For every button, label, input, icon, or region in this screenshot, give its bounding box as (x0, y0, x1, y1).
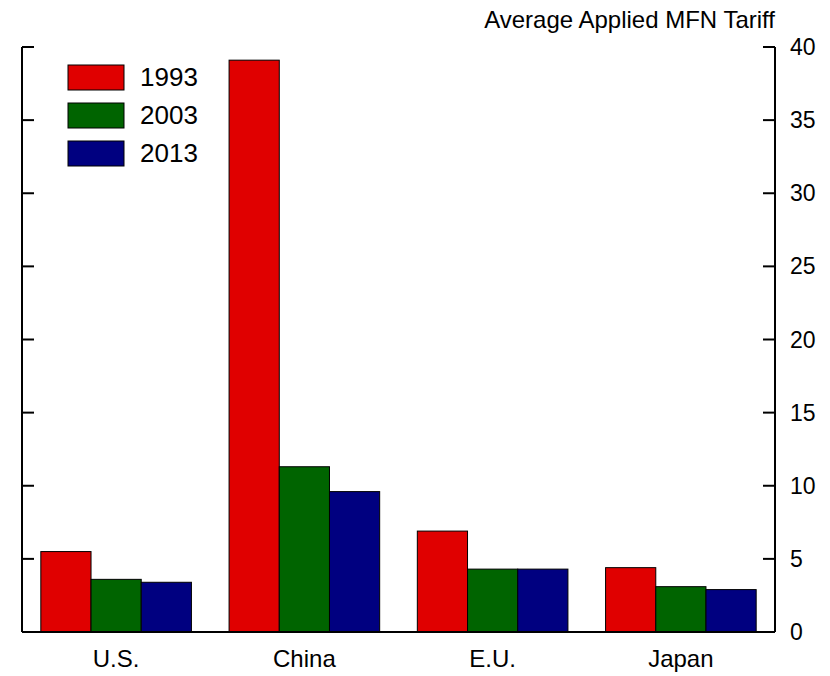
legend-label: 2003 (140, 100, 198, 130)
tick (763, 119, 775, 121)
category-label: E.U. (469, 645, 516, 672)
bar (417, 531, 467, 632)
tick (22, 558, 34, 560)
legend-swatch (68, 103, 124, 128)
bar (606, 568, 656, 632)
tick (22, 265, 34, 267)
category-label: Japan (648, 645, 713, 672)
bar (279, 467, 329, 632)
bar (468, 569, 518, 632)
tick (22, 412, 34, 414)
legend-swatch (68, 65, 124, 90)
tick (763, 412, 775, 414)
bar (91, 579, 141, 632)
tick-label: 35 (790, 107, 816, 133)
tick (22, 192, 34, 194)
bar (141, 582, 191, 632)
bottom-axis (22, 631, 775, 633)
tick-label: 25 (790, 253, 816, 279)
chart: 0 5 10 15 20 25 30 35 40 U.S. China E.U. Japan Averag… (0, 0, 830, 676)
tick-label: 40 (790, 34, 816, 60)
bar (706, 590, 756, 632)
legend-label: 2013 (140, 138, 198, 168)
tick (763, 339, 775, 341)
bar (41, 552, 91, 632)
tick (22, 631, 34, 633)
tick-label: 30 (790, 180, 816, 206)
bar (656, 587, 706, 632)
bar (518, 569, 568, 632)
tick-label: 0 (790, 619, 803, 645)
legend-label: 1993 (140, 62, 198, 92)
tick-label: 10 (790, 473, 816, 499)
tick (763, 192, 775, 194)
tick (763, 485, 775, 487)
bar (229, 60, 279, 632)
legend-swatch (68, 141, 124, 166)
tick (22, 119, 34, 121)
bars (41, 60, 756, 632)
title: Average Applied MFN Tariff (484, 6, 775, 33)
tick (763, 46, 775, 48)
tick (763, 558, 775, 560)
category-label: U.S. (93, 645, 140, 672)
tick-label: 15 (790, 400, 816, 426)
bar (329, 492, 379, 632)
tick (22, 485, 34, 487)
tick (763, 265, 775, 267)
tick-label: 5 (790, 546, 803, 572)
tick (763, 631, 775, 633)
tick (22, 339, 34, 341)
tick-label: 20 (790, 327, 816, 353)
category-label: China (273, 645, 336, 672)
tick (22, 46, 34, 48)
